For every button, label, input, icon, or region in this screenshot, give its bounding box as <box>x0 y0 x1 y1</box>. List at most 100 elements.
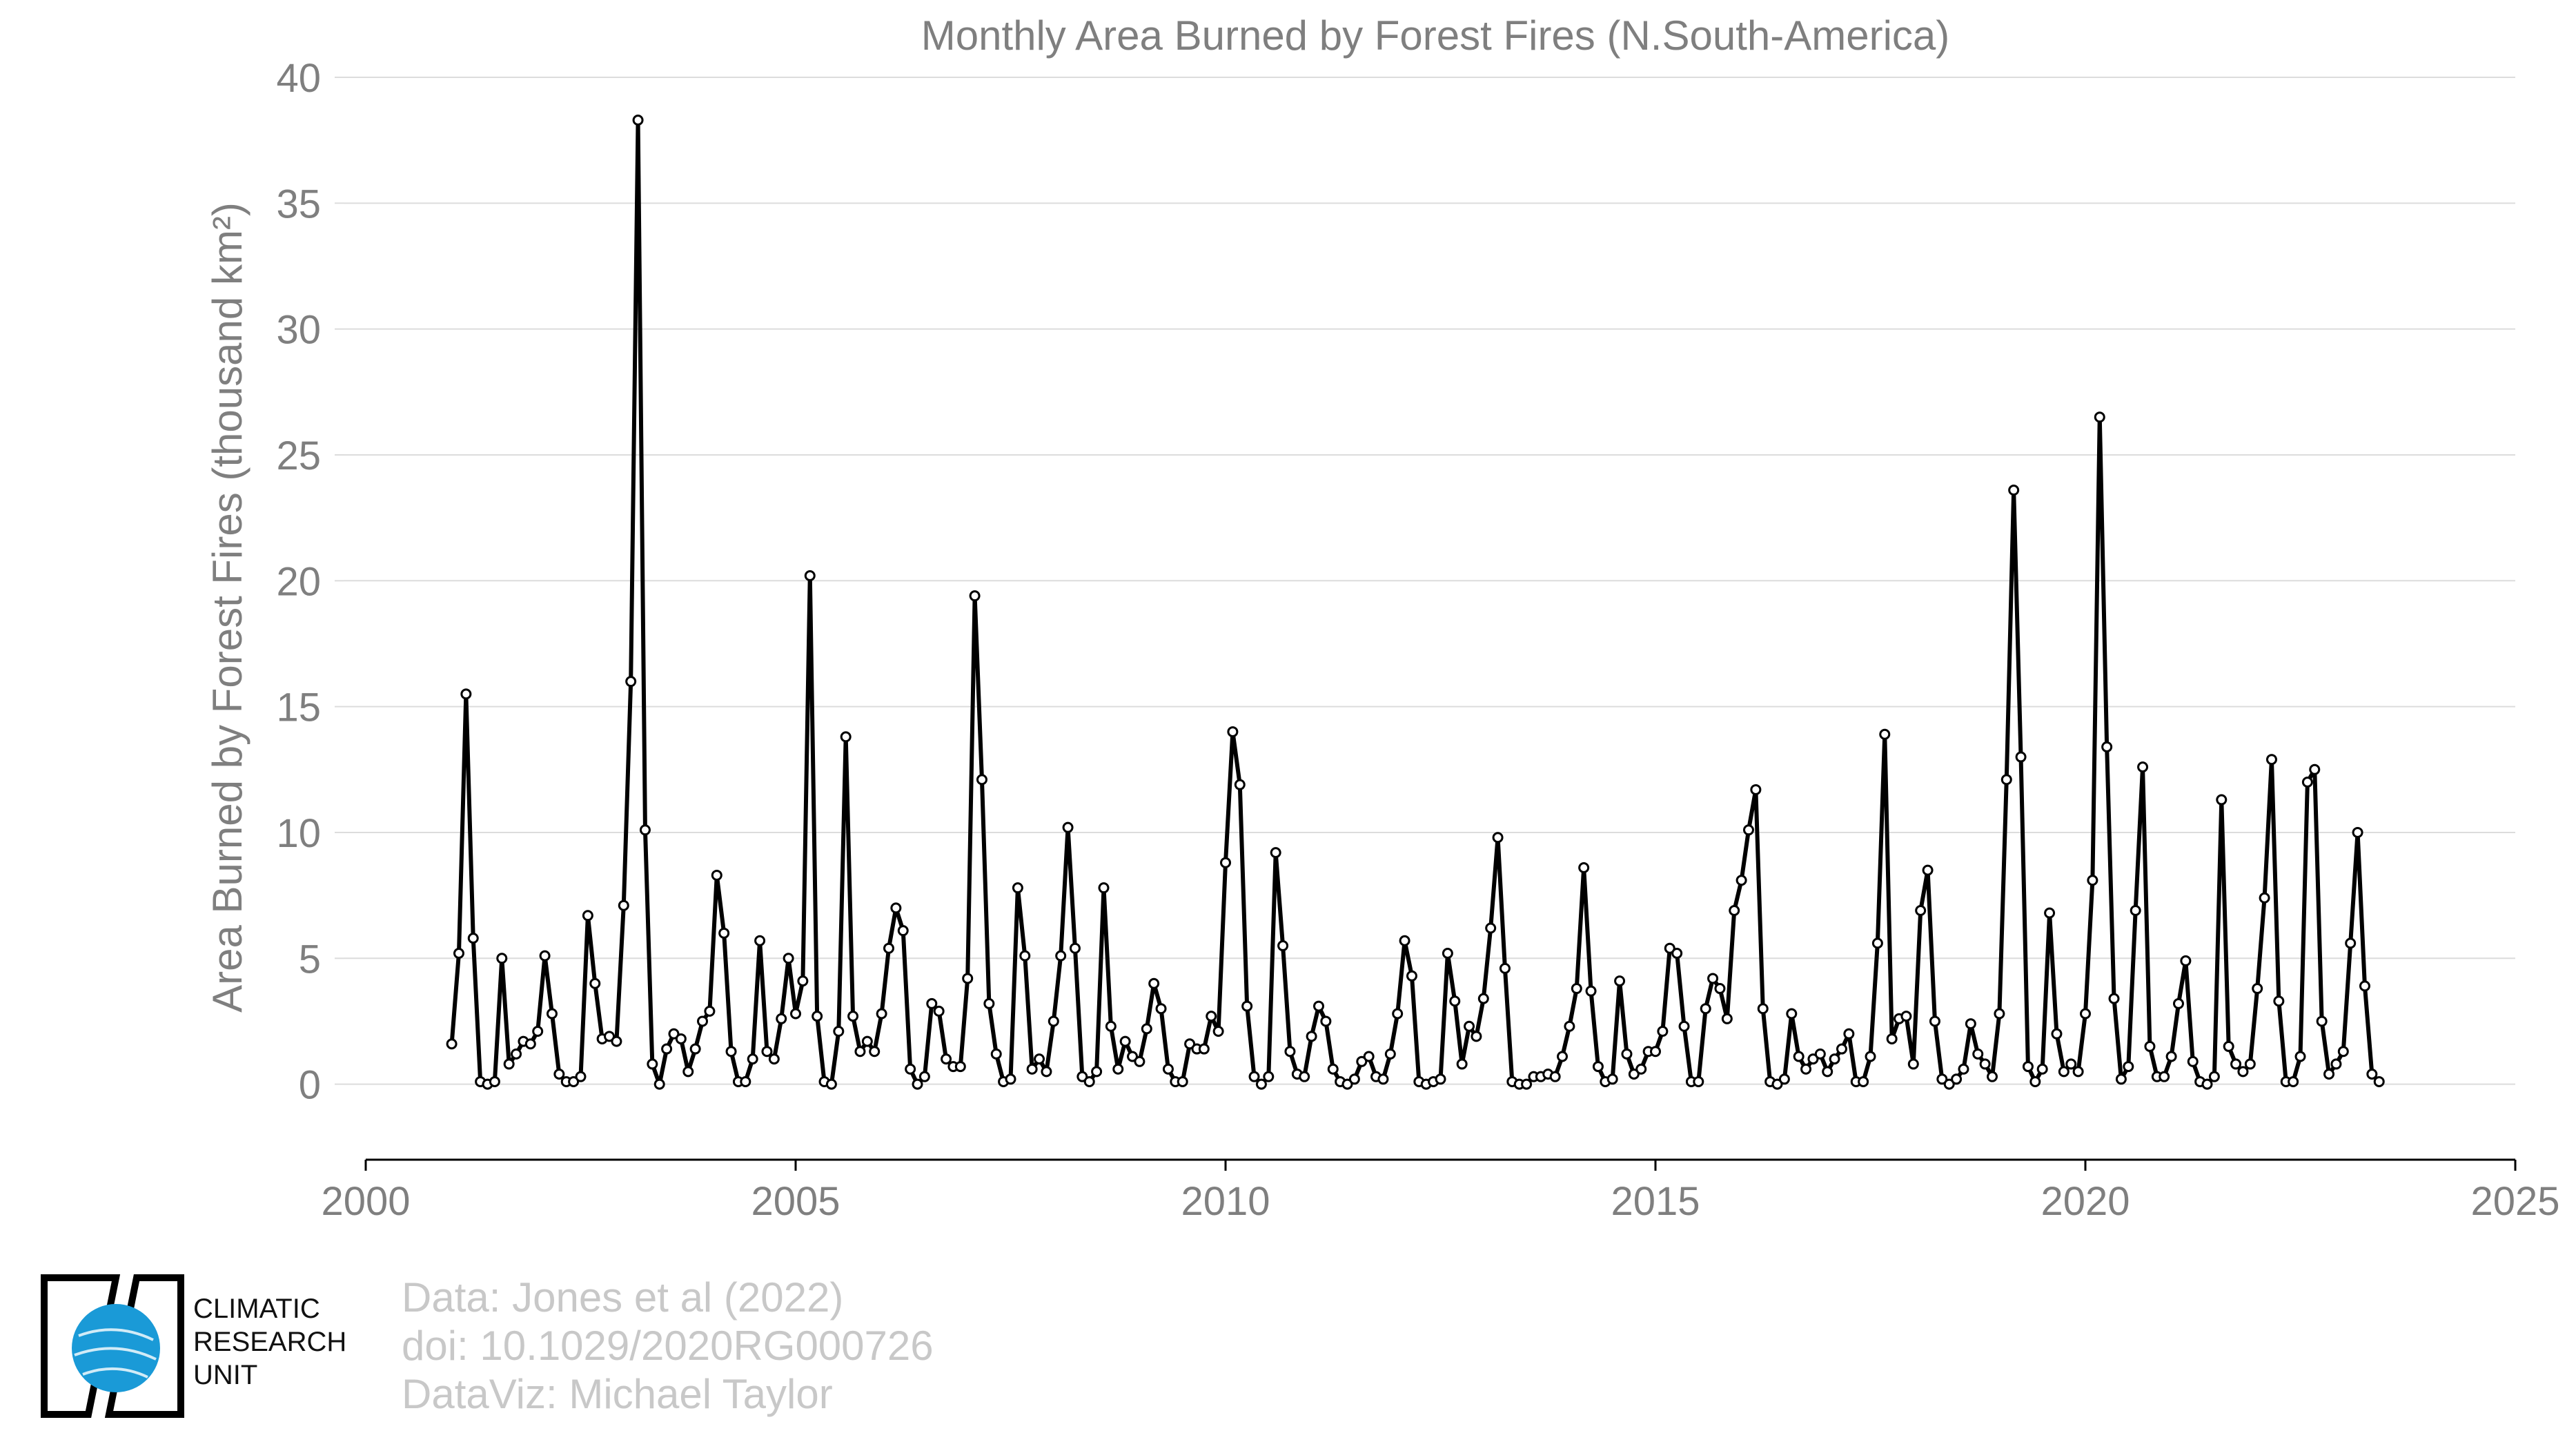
data-point <box>1206 1011 1217 1022</box>
data-point <box>467 933 479 944</box>
data-point <box>589 977 601 989</box>
data-point <box>2008 485 2020 496</box>
data-point <box>1886 1033 1898 1044</box>
data-point <box>2180 955 2192 966</box>
data-point <box>2359 980 2370 992</box>
data-point <box>1499 962 1511 974</box>
data-point <box>797 975 809 987</box>
data-point <box>2130 904 2141 916</box>
data-point <box>1477 993 1489 1004</box>
data-point <box>2108 993 2120 1004</box>
data-point <box>1721 1013 1733 1024</box>
data-point <box>611 1035 622 1047</box>
data-point <box>2288 1075 2299 1087</box>
data-point <box>682 1066 694 1078</box>
data-point <box>2044 907 2056 919</box>
data-point <box>2000 774 2012 786</box>
data-point <box>1628 1069 1640 1080</box>
data-point <box>460 688 472 700</box>
data-point <box>1614 975 1626 987</box>
data-point <box>1742 824 1754 836</box>
data-point <box>1177 1075 1188 1087</box>
data-point <box>1162 1063 1174 1075</box>
data-point <box>1671 947 1683 959</box>
data-point <box>2216 794 2228 806</box>
data-point <box>2137 761 2149 773</box>
y-tick-label-35: 35 <box>276 182 321 226</box>
data-point <box>2345 937 2357 949</box>
data-point <box>869 1046 881 1058</box>
data-point <box>1557 1051 1569 1062</box>
data-point <box>647 1058 658 1070</box>
data-point <box>1241 1000 1253 1012</box>
data-point <box>2123 1061 2134 1073</box>
data-point <box>2252 983 2263 995</box>
y-tick-label-0: 0 <box>299 1063 321 1108</box>
data-point <box>503 1058 515 1070</box>
data-point <box>1750 783 1762 795</box>
data-point <box>854 1046 866 1058</box>
cru-logo <box>40 1274 185 1419</box>
y-tick-labels: 0 5 10 15 20 25 30 35 40 <box>276 56 344 1108</box>
data-point <box>1657 1026 1669 1038</box>
data-point <box>1005 1073 1016 1085</box>
x-tick-label-2015: 2015 <box>1611 1179 1700 1224</box>
data-point <box>1399 935 1410 946</box>
data-point <box>1635 1063 1647 1075</box>
data-point <box>1091 1066 1103 1078</box>
y-tick-label-40: 40 <box>276 56 321 101</box>
data-point <box>2265 754 2277 766</box>
cru-logo-text: CLIMATIC RESEARCH UNIT <box>193 1292 346 1392</box>
data-point <box>1571 983 1582 995</box>
data-point <box>1865 1051 1876 1062</box>
data-point <box>668 1028 680 1040</box>
data-point <box>2223 1040 2234 1052</box>
chart: Monthly Area Burned by Forest Fires (N.S… <box>204 12 2560 1224</box>
data-point <box>689 1043 701 1055</box>
data-point <box>1327 1063 1339 1075</box>
data-point <box>740 1075 751 1087</box>
data-point <box>790 1008 801 1020</box>
data-point <box>1549 1071 1561 1082</box>
data-point <box>933 1005 945 1017</box>
data-point <box>1664 942 1675 954</box>
data-point <box>1377 1073 1389 1085</box>
data-point <box>954 1061 966 1073</box>
data-point <box>861 1035 873 1047</box>
x-tick-label-2005: 2005 <box>751 1179 840 1224</box>
data-point <box>1320 1015 1332 1027</box>
data-point <box>918 1071 930 1082</box>
data-point <box>2323 1069 2335 1080</box>
data-point <box>2065 1058 2077 1070</box>
data-point <box>1141 1023 1152 1035</box>
data-point <box>962 973 974 984</box>
data-point <box>1907 1058 1919 1070</box>
data-point <box>1234 779 1246 790</box>
data-point <box>1270 847 1281 859</box>
data-point <box>1019 950 1031 962</box>
data-point <box>1592 1061 1604 1073</box>
logo-line-3: UNIT <box>193 1360 258 1390</box>
data-point <box>1155 1003 1167 1015</box>
data-point <box>1069 942 1081 954</box>
data-point <box>2115 1073 2127 1085</box>
data-point <box>1650 1046 1661 1058</box>
data-point <box>1041 1066 1052 1078</box>
data-point <box>604 1031 616 1042</box>
data-point <box>1263 1071 1275 1082</box>
data-point <box>1012 882 1023 894</box>
data-point <box>2022 1061 2034 1073</box>
data-point <box>553 1069 565 1080</box>
data-point <box>2366 1069 2378 1080</box>
data-point <box>2208 1071 2220 1082</box>
data-point <box>511 1048 522 1060</box>
data-point <box>976 774 987 786</box>
data-point <box>582 910 593 922</box>
data-point <box>768 1053 780 1065</box>
data-point <box>718 927 730 939</box>
x-tick-label-2010: 2010 <box>1181 1179 1270 1224</box>
data-point <box>1836 1043 1847 1055</box>
data-point <box>833 1026 845 1038</box>
data-point <box>1929 1015 1940 1027</box>
data-point <box>1471 1031 1482 1042</box>
